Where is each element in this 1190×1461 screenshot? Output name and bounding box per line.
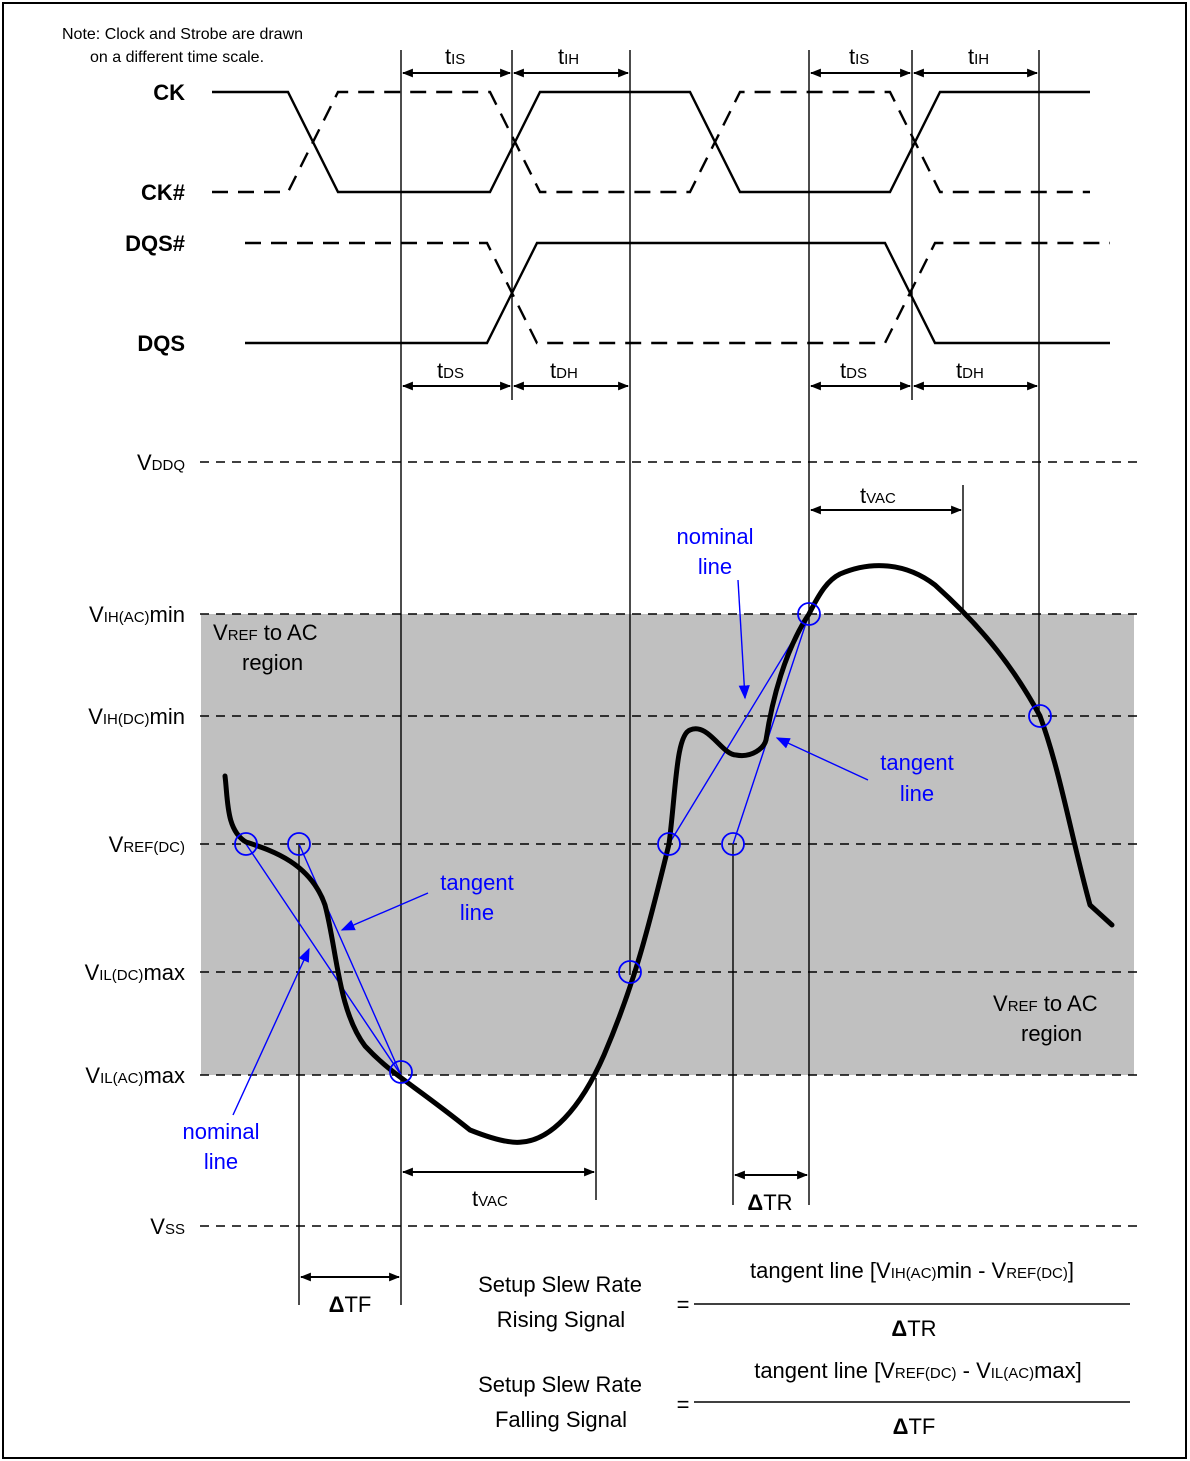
tdh-label: tDH <box>956 358 984 383</box>
dqs-waveform <box>245 241 1110 345</box>
tds-label: tDS <box>437 358 464 383</box>
falling-formula-title: Setup Slew Rate <box>478 1372 642 1397</box>
falling-formula-denominator: ΔTF <box>893 1414 936 1439</box>
rising-formula-numerator: tangent line [VIH(AC)min - VREF(DC)] <box>750 1258 1074 1283</box>
crossing-marker <box>618 960 642 984</box>
dqs-n-waveform <box>245 241 1110 345</box>
annotation-pointers <box>232 579 869 1116</box>
falling-nominal-label: nominal <box>182 1119 259 1144</box>
region-label-top-line2: region <box>242 650 303 675</box>
rising-tangent-pointer <box>775 737 869 781</box>
falling-tangent-label: tangent <box>440 870 513 895</box>
rising-tangent-label: tangent <box>880 750 953 775</box>
tdh-label: tDH <box>550 358 578 383</box>
falling-tangent-label-line2: line <box>460 900 494 925</box>
delta-tf-label: ΔTF <box>329 1292 372 1317</box>
tvac-label-rising: tVAC <box>860 483 896 508</box>
falling-slew-rate-formula: Setup Slew Rate Falling Signal = tangent… <box>478 1358 1130 1439</box>
input-signal-waveform <box>222 563 1115 1145</box>
vil-ac-max-label: VIL(AC)max <box>85 1063 185 1088</box>
rising-formula-denominator: ΔTR <box>891 1316 936 1341</box>
falling-nominal-pointer <box>232 947 310 1116</box>
rising-slew-rate-formula: Setup Slew Rate Rising Signal = tangent … <box>478 1258 1130 1341</box>
vss-label: VSS <box>150 1214 185 1239</box>
rising-nominal-line <box>668 613 810 845</box>
ck-n-waveform <box>212 90 1090 194</box>
falling-formula-numerator: tangent line [VREF(DC) - VIL(AC)max] <box>754 1358 1082 1383</box>
vddq-label: VDDQ <box>137 450 185 475</box>
region-label-bottom-line2: region <box>1021 1021 1082 1046</box>
falling-nominal-line <box>245 843 402 1076</box>
region-label-top: VREF to AC <box>213 620 318 645</box>
tih-label: tIH <box>968 44 989 69</box>
region-label-bottom: VREF to AC <box>993 991 1098 1016</box>
rising-nominal-pointer <box>737 579 750 700</box>
vil-dc-max-label: VIL(DC)max <box>85 960 185 985</box>
tds-label: tDS <box>840 358 867 383</box>
crossing-marker <box>721 832 745 856</box>
crossing-marker <box>657 832 681 856</box>
timing-arrows <box>299 68 1039 1282</box>
crossing-marker <box>797 602 821 626</box>
rising-formula-equals: = <box>677 1292 690 1317</box>
falling-formula-subtitle: Falling Signal <box>495 1407 627 1432</box>
rising-formula-title: Setup Slew Rate <box>478 1272 642 1297</box>
rising-formula-subtitle: Rising Signal <box>497 1307 625 1332</box>
crossing-marker <box>1028 704 1052 728</box>
ck-waveform <box>212 90 1090 194</box>
crossing-point-markers <box>234 602 1052 1084</box>
delta-tr-label: ΔTR <box>747 1190 792 1215</box>
rising-nominal-label: nominal <box>676 524 753 549</box>
crossing-marker <box>287 832 311 856</box>
crossing-marker <box>234 832 258 856</box>
falling-tangent-pointer <box>340 892 429 931</box>
vih-ac-min-label: VIH(AC)min <box>89 602 185 627</box>
tis-label: tIS <box>849 44 869 69</box>
vih-dc-min-label: VIH(DC)min <box>88 704 185 729</box>
rising-nominal-label-line2: line <box>698 554 732 579</box>
tis-label: tIS <box>445 44 465 69</box>
note-line-2: on a different time scale. <box>90 49 264 66</box>
falling-formula-equals: = <box>677 1392 690 1417</box>
vref-dc-label: VREF(DC) <box>109 832 185 857</box>
tih-label: tIH <box>558 44 579 69</box>
crossing-marker <box>389 1060 413 1084</box>
ck-n-label: CK# <box>141 180 185 205</box>
dqs-n-label: DQS# <box>125 231 185 256</box>
rising-tangent-line <box>732 613 810 845</box>
ck-label: CK <box>153 80 185 105</box>
tvac-label-falling: tVAC <box>472 1186 508 1211</box>
dqs-label: DQS <box>137 331 185 356</box>
rising-tangent-label-line2: line <box>900 781 934 806</box>
note-line-1: Note: Clock and Strobe are drawn <box>62 26 303 43</box>
falling-nominal-label-line2: line <box>204 1149 238 1174</box>
